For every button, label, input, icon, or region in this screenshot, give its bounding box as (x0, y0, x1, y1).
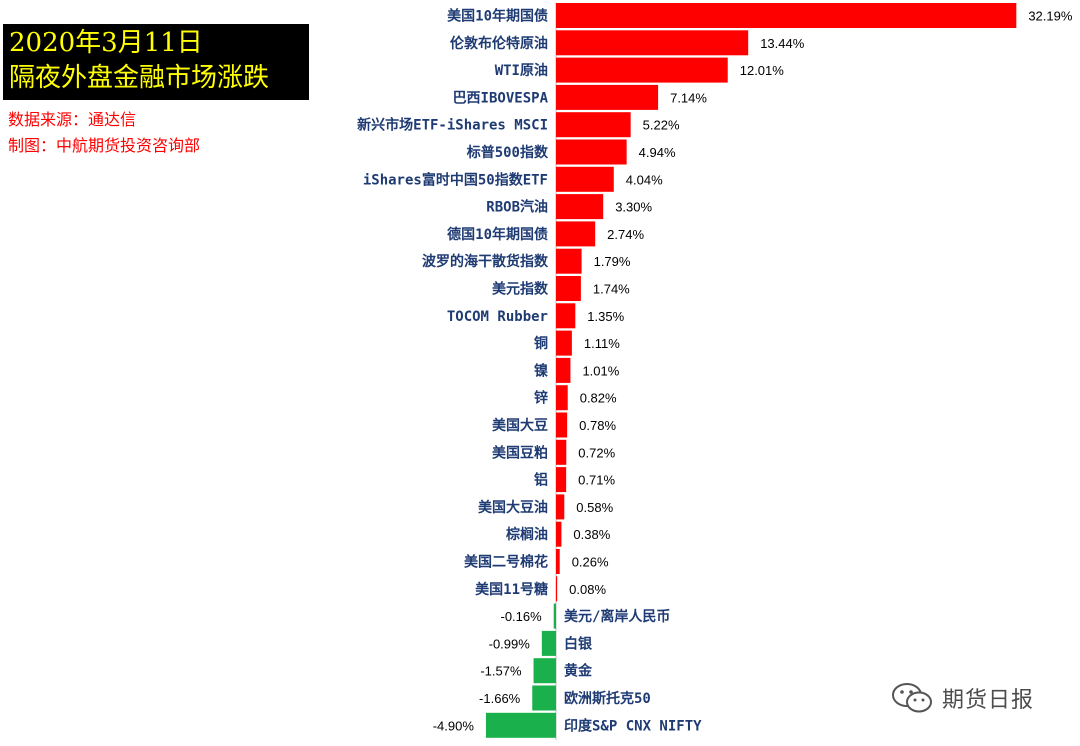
bar (556, 549, 560, 574)
data-label: 2.74% (607, 227, 644, 242)
data-label: 4.94% (639, 145, 676, 160)
category-label: 印度S&P CNX NIFTY (564, 717, 702, 734)
bar (556, 276, 581, 301)
category-label: 波罗的海干散货指数 (422, 253, 549, 270)
data-label: 0.71% (578, 473, 615, 488)
data-label: 1.11% (584, 336, 620, 351)
data-label: 4.04% (626, 172, 663, 187)
category-label: 棕榈油 (505, 526, 548, 543)
bar (556, 57, 728, 83)
data-label: 1.79% (594, 254, 631, 269)
category-label: 美国豆粕 (492, 444, 548, 461)
data-label: 13.44% (760, 36, 805, 51)
bar (556, 303, 576, 329)
data-label: 0.78% (579, 418, 616, 433)
title-main: 隔夜外盘金融市场涨跌 (9, 63, 270, 93)
data-label: -0.99% (489, 636, 531, 651)
data-label: 1.74% (593, 282, 630, 297)
category-label: 黄金 (564, 663, 593, 680)
data-label: -0.16% (501, 609, 543, 624)
category-label: TOCOM Rubber (447, 309, 548, 325)
chart-author: 制图：中航期货投资咨询部 (8, 136, 201, 155)
data-label: -1.57% (480, 664, 522, 679)
bar (556, 3, 1017, 28)
wechat-icon (892, 683, 932, 713)
data-label: -4.90% (433, 718, 475, 733)
data-label: 1.01% (582, 363, 619, 378)
data-label: -1.66% (479, 691, 521, 706)
bar (556, 494, 565, 520)
bar (532, 685, 556, 711)
category-label: 美元指数 (492, 281, 549, 298)
bar (556, 166, 614, 192)
bar (553, 603, 556, 629)
title-date: 2020年3月11日 (9, 28, 203, 58)
data-label: 0.08% (569, 582, 606, 597)
bar (556, 439, 567, 465)
bar (556, 576, 558, 602)
category-label: 铝 (534, 472, 548, 489)
bar (556, 221, 596, 247)
bar (533, 658, 556, 684)
bar (556, 248, 582, 274)
category-label: 德国10年期国债 (447, 226, 548, 243)
category-label: 美国大豆 (492, 417, 548, 434)
bar (556, 139, 627, 165)
category-label: 美国大豆油 (478, 499, 548, 516)
category-label: 欧洲斯托克50 (564, 690, 651, 707)
data-label: 32.19% (1028, 9, 1073, 24)
bar (556, 385, 568, 411)
data-label: 0.72% (578, 445, 615, 460)
category-label: 白银 (564, 635, 593, 652)
category-label: 美国11号糖 (475, 581, 548, 598)
bar (485, 712, 556, 738)
category-label: 伦敦布伦特原油 (450, 35, 548, 52)
data-label: 0.26% (572, 555, 609, 570)
bar (556, 112, 631, 138)
watermark: 期货日报 (890, 680, 1034, 716)
data-source: 数据来源：通达信 (8, 110, 137, 129)
data-label: 0.58% (576, 500, 613, 515)
category-label: 巴西IBOVESPA (453, 90, 549, 106)
category-label: 美国二号棉花 (464, 554, 548, 571)
bar (556, 467, 567, 493)
bar (556, 521, 562, 547)
category-label: 铜 (534, 335, 548, 352)
category-label: 美国10年期国债 (447, 8, 548, 25)
bar (556, 357, 571, 383)
bar (556, 412, 568, 438)
data-label: 7.14% (670, 90, 707, 105)
category-label: iShares富时中国50指数ETF (363, 171, 548, 188)
bar (556, 330, 572, 356)
data-label: 1.35% (587, 309, 624, 324)
category-label: RBOB汽油 (486, 199, 548, 216)
data-label: 0.38% (573, 527, 610, 542)
category-label: WTI原油 (495, 62, 548, 79)
category-label: 美元/离岸人民币 (564, 608, 670, 625)
bar (556, 30, 749, 56)
category-label: 标普500指数 (466, 144, 549, 161)
watermark-text: 期货日报 (942, 688, 1035, 713)
data-label: 0.82% (580, 391, 617, 406)
data-label: 3.30% (615, 200, 652, 215)
bar (541, 630, 556, 656)
category-label: 新兴市场ETF-iShares MSCI (357, 117, 548, 134)
chart-title-box: 2020年3月11日 隔夜外盘金融市场涨跌 (3, 24, 309, 100)
data-label: 5.22% (643, 118, 680, 133)
bar (556, 84, 659, 110)
category-label: 锌 (534, 390, 548, 407)
bar (556, 194, 604, 220)
category-label: 镍 (534, 362, 548, 379)
data-label: 12.01% (740, 63, 785, 78)
